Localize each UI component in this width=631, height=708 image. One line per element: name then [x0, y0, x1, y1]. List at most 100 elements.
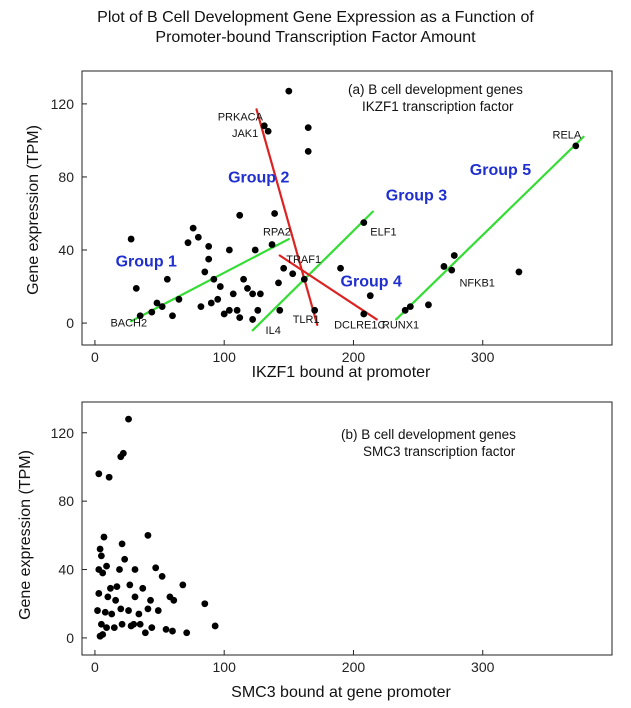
- chart-a-data-point: [264, 127, 272, 135]
- chart-b-data-point: [211, 622, 219, 630]
- chart-a-data-point: [216, 283, 224, 290]
- chart-b-data-point: [144, 531, 152, 539]
- chart-a-data-point: [251, 246, 259, 254]
- chart-a-gene-label: JAK1: [232, 128, 258, 140]
- chart-a-data-point: [153, 299, 161, 307]
- chart-panel-b: 0 100 200 300 0 40 80 120 (b) B cell developmen…: [17, 401, 613, 701]
- chart-b-data-point: [116, 566, 123, 573]
- chart-a-gene-label: RELA: [553, 130, 582, 142]
- chart-a-data-point: [175, 295, 183, 303]
- chart-a-data-point: [300, 275, 308, 283]
- chart-a-data-point: [184, 239, 192, 247]
- chart-a-data-point: [425, 301, 432, 309]
- chart-a-data-point: [207, 299, 215, 307]
- chart-b-x-tick-label: 0: [91, 659, 99, 675]
- chart-a-group-label: Group 3: [386, 188, 447, 205]
- chart-b-data-point: [144, 605, 152, 613]
- chart-a-data-point: [194, 233, 202, 241]
- chart-b-data-point: [118, 620, 126, 628]
- chart-a-data-point: [244, 284, 251, 292]
- chart-a-data-point: [304, 147, 312, 155]
- chart-a-data-point: [214, 295, 222, 303]
- figure-title-line-1: Plot of B Cell Development Gene Expressi…: [97, 9, 534, 26]
- chart-b-data-point: [147, 596, 154, 604]
- chart-a-data-point: [360, 310, 368, 318]
- chart-b-data-point: [94, 607, 101, 614]
- chart-b-data-point: [95, 590, 103, 597]
- chart-a-x-tick-label: 0: [91, 349, 99, 365]
- chart-a-data-point: [572, 142, 580, 150]
- chart-b-data-point: [95, 470, 103, 478]
- chart-b-data-point: [118, 540, 126, 548]
- chart-b-x-tick-label: 200: [342, 659, 366, 675]
- chart-a-data-point: [236, 211, 244, 219]
- chart-a-data-point: [136, 312, 144, 320]
- chart-a-annotation-line-1: (a) B cell development genes: [348, 82, 523, 97]
- chart-a-x-tick-label: 100: [213, 349, 237, 365]
- chart-a-data-point: [401, 306, 409, 314]
- chart-a-data-point: [280, 264, 288, 272]
- chart-b-data-point: [170, 596, 178, 604]
- chart-b-y-axis-label: Gene expression (TPM): [17, 450, 34, 620]
- chart-a-trend-line: [251, 210, 374, 332]
- chart-a-gene-label: ELF1: [370, 226, 396, 238]
- chart-a-y-tick-label: 80: [58, 169, 74, 185]
- chart-b-data-point: [136, 620, 144, 628]
- chart-a-group-label: Group 5: [470, 162, 531, 179]
- chart-a-data-point: [249, 316, 257, 323]
- chart-b-data-point: [121, 555, 129, 563]
- chart-a-data-point: [240, 275, 247, 283]
- chart-b-data-point: [130, 620, 138, 628]
- chart-b-data-point: [108, 610, 116, 618]
- chart-a-data-point: [448, 266, 456, 274]
- chart-a-data-point: [249, 290, 257, 298]
- chart-b-data-point: [96, 545, 104, 553]
- chart-b-data-point: [97, 620, 105, 628]
- chart-b-data-point: [158, 572, 166, 580]
- chart-b-data-point: [119, 449, 127, 457]
- chart-a-trend-line: [130, 237, 290, 323]
- chart-a-trend-line: [255, 108, 319, 327]
- chart-b-data-point: [148, 624, 156, 632]
- chart-a-trend-line: [395, 135, 585, 321]
- chart-a-y-tick-label: 120: [51, 96, 75, 112]
- chart-b-annotation-line-2: SMC3 transcription factor: [363, 444, 516, 459]
- chart-b-x-tick-label: 100: [213, 659, 237, 675]
- chart-b-data-point: [183, 629, 191, 637]
- chart-a-data-point: [289, 270, 297, 278]
- chart-panel-a: 0 100 200 300 0 40 80 120 PRKACA JAK1 RPA2 BACH2 TR…: [25, 70, 613, 381]
- chart-a-x-tick-label: 200: [342, 349, 366, 365]
- chart-a-data-point: [406, 303, 414, 311]
- chart-a-data-point: [163, 275, 171, 283]
- chart-b-data-point: [96, 632, 104, 640]
- chart-a-data-point: [360, 219, 368, 227]
- chart-b-data-point: [101, 608, 109, 616]
- chart-b-data-point: [103, 624, 110, 632]
- chart-b-data-point: [152, 564, 160, 572]
- chart-a-gene-label: PRKACA: [218, 111, 264, 123]
- chart-b-data-point: [107, 584, 114, 592]
- chart-a-data-point: [304, 124, 312, 132]
- chart-a-data-point: [311, 306, 319, 314]
- chart-b-frame: [81, 401, 613, 656]
- chart-a-data-point: [285, 87, 293, 95]
- chart-b-data-point: [169, 627, 176, 635]
- chart-a-y-axis-label: Gene expression (TPM): [25, 125, 42, 295]
- chart-b-data-point: [179, 581, 187, 589]
- chart-a-trend-line: [278, 254, 378, 321]
- chart-b-data-point: [105, 473, 113, 481]
- chart-a-data-point: [158, 303, 166, 311]
- chart-b-annotation-line-1: (b) B cell development genes: [341, 427, 516, 442]
- chart-a-data-point: [205, 242, 213, 250]
- chart-a-gene-label: RUNX1: [382, 320, 419, 332]
- chart-a-data-point: [271, 210, 279, 217]
- chart-b-data-point: [110, 624, 118, 632]
- chart-b-data-point: [135, 610, 143, 618]
- chart-a-group-label: Group 2: [228, 169, 289, 186]
- chart-b-x-axis-label: SMC3 bound at gene promoter: [231, 684, 451, 701]
- chart-b-data-point: [125, 607, 132, 614]
- chart-b-data-point: [104, 593, 112, 601]
- chart-b-data-point: [112, 596, 120, 604]
- chart-a-data-point: [236, 314, 244, 321]
